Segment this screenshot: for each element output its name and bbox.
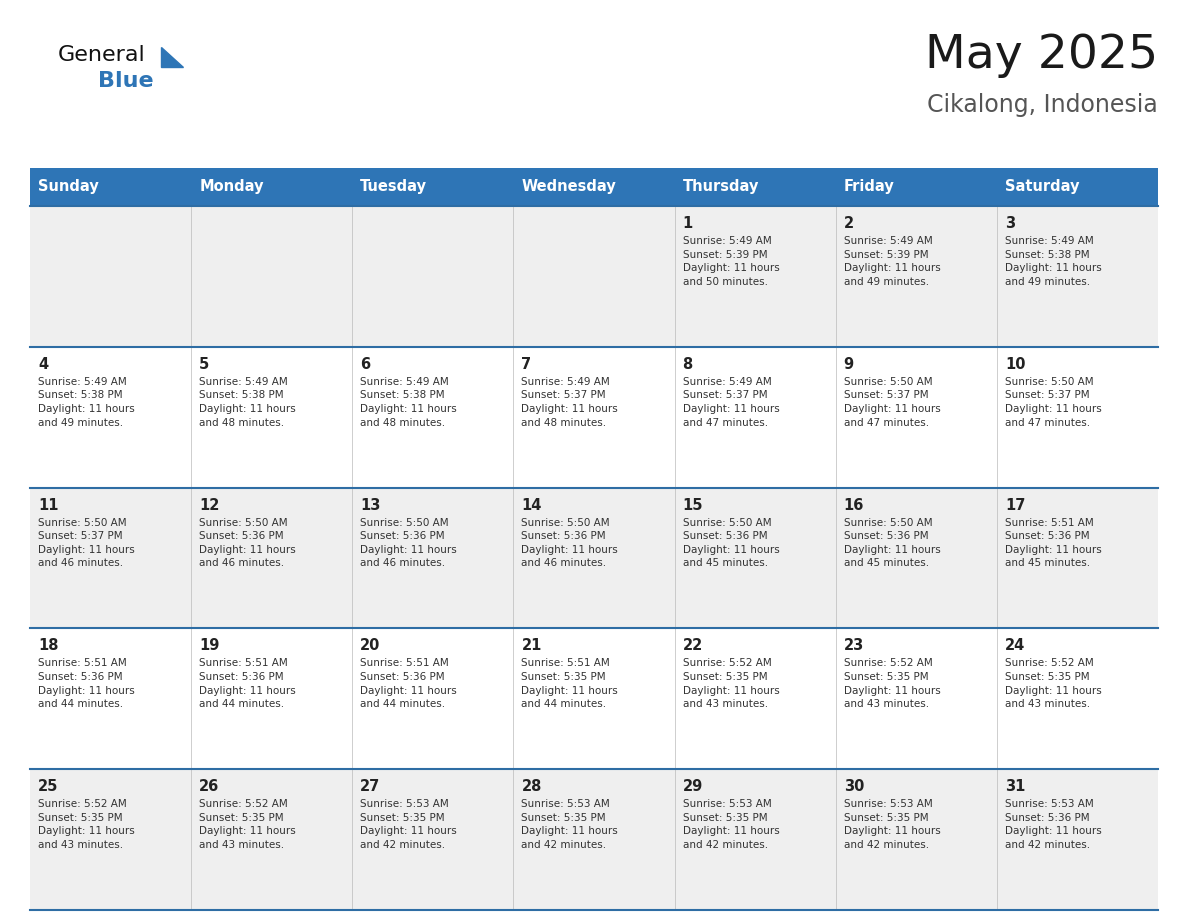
Text: 20: 20: [360, 638, 380, 654]
Text: 19: 19: [200, 638, 220, 654]
Text: 15: 15: [683, 498, 703, 512]
Text: 22: 22: [683, 638, 703, 654]
Text: 29: 29: [683, 779, 703, 794]
Text: 23: 23: [843, 638, 864, 654]
Text: Sunrise: 5:51 AM
Sunset: 5:35 PM
Daylight: 11 hours
and 44 minutes.: Sunrise: 5:51 AM Sunset: 5:35 PM Dayligh…: [522, 658, 618, 710]
Text: Blue: Blue: [97, 71, 153, 91]
Text: Sunrise: 5:51 AM
Sunset: 5:36 PM
Daylight: 11 hours
and 44 minutes.: Sunrise: 5:51 AM Sunset: 5:36 PM Dayligh…: [38, 658, 134, 710]
Text: Friday: Friday: [843, 180, 895, 195]
Text: 31: 31: [1005, 779, 1025, 794]
Text: Sunrise: 5:50 AM
Sunset: 5:36 PM
Daylight: 11 hours
and 45 minutes.: Sunrise: 5:50 AM Sunset: 5:36 PM Dayligh…: [843, 518, 941, 568]
Text: Sunrise: 5:53 AM
Sunset: 5:35 PM
Daylight: 11 hours
and 42 minutes.: Sunrise: 5:53 AM Sunset: 5:35 PM Dayligh…: [843, 800, 941, 850]
Text: Sunrise: 5:53 AM
Sunset: 5:35 PM
Daylight: 11 hours
and 42 minutes.: Sunrise: 5:53 AM Sunset: 5:35 PM Dayligh…: [522, 800, 618, 850]
Bar: [30, 769, 1158, 910]
Text: Sunrise: 5:49 AM
Sunset: 5:38 PM
Daylight: 11 hours
and 48 minutes.: Sunrise: 5:49 AM Sunset: 5:38 PM Dayligh…: [360, 376, 457, 428]
Text: Sunrise: 5:53 AM
Sunset: 5:36 PM
Daylight: 11 hours
and 42 minutes.: Sunrise: 5:53 AM Sunset: 5:36 PM Dayligh…: [1005, 800, 1101, 850]
Text: 18: 18: [38, 638, 58, 654]
Bar: [30, 347, 1158, 487]
Text: Saturday: Saturday: [1005, 180, 1080, 195]
Text: Tuesday: Tuesday: [360, 180, 428, 195]
Text: Sunrise: 5:53 AM
Sunset: 5:35 PM
Daylight: 11 hours
and 42 minutes.: Sunrise: 5:53 AM Sunset: 5:35 PM Dayligh…: [360, 800, 457, 850]
Bar: [30, 206, 1158, 347]
Text: Sunrise: 5:52 AM
Sunset: 5:35 PM
Daylight: 11 hours
and 43 minutes.: Sunrise: 5:52 AM Sunset: 5:35 PM Dayligh…: [683, 658, 779, 710]
Text: 24: 24: [1005, 638, 1025, 654]
Text: 12: 12: [200, 498, 220, 512]
Text: Sunrise: 5:50 AM
Sunset: 5:36 PM
Daylight: 11 hours
and 46 minutes.: Sunrise: 5:50 AM Sunset: 5:36 PM Dayligh…: [360, 518, 457, 568]
Text: Monday: Monday: [200, 180, 264, 195]
Text: Sunrise: 5:51 AM
Sunset: 5:36 PM
Daylight: 11 hours
and 45 minutes.: Sunrise: 5:51 AM Sunset: 5:36 PM Dayligh…: [1005, 518, 1101, 568]
Text: Sunrise: 5:50 AM
Sunset: 5:36 PM
Daylight: 11 hours
and 46 minutes.: Sunrise: 5:50 AM Sunset: 5:36 PM Dayligh…: [200, 518, 296, 568]
Bar: [30, 487, 1158, 629]
Text: Sunrise: 5:50 AM
Sunset: 5:37 PM
Daylight: 11 hours
and 46 minutes.: Sunrise: 5:50 AM Sunset: 5:37 PM Dayligh…: [38, 518, 134, 568]
Text: 6: 6: [360, 357, 371, 372]
Text: Sunrise: 5:50 AM
Sunset: 5:36 PM
Daylight: 11 hours
and 45 minutes.: Sunrise: 5:50 AM Sunset: 5:36 PM Dayligh…: [683, 518, 779, 568]
Text: Sunrise: 5:49 AM
Sunset: 5:38 PM
Daylight: 11 hours
and 48 minutes.: Sunrise: 5:49 AM Sunset: 5:38 PM Dayligh…: [200, 376, 296, 428]
Bar: [353, 168, 513, 206]
Text: 26: 26: [200, 779, 220, 794]
Text: Sunrise: 5:50 AM
Sunset: 5:37 PM
Daylight: 11 hours
and 47 minutes.: Sunrise: 5:50 AM Sunset: 5:37 PM Dayligh…: [843, 376, 941, 428]
Text: 11: 11: [38, 498, 58, 512]
Text: 4: 4: [38, 357, 49, 372]
Text: Sunrise: 5:52 AM
Sunset: 5:35 PM
Daylight: 11 hours
and 43 minutes.: Sunrise: 5:52 AM Sunset: 5:35 PM Dayligh…: [843, 658, 941, 710]
Text: 2: 2: [843, 216, 854, 231]
Bar: [30, 629, 1158, 769]
Text: 3: 3: [1005, 216, 1015, 231]
Polygon shape: [162, 47, 183, 67]
Text: Sunrise: 5:49 AM
Sunset: 5:39 PM
Daylight: 11 hours
and 50 minutes.: Sunrise: 5:49 AM Sunset: 5:39 PM Dayligh…: [683, 236, 779, 286]
Text: 28: 28: [522, 779, 542, 794]
Text: Wednesday: Wednesday: [522, 180, 617, 195]
Text: Sunday: Sunday: [38, 180, 99, 195]
Text: Cikalong, Indonesia: Cikalong, Indonesia: [928, 93, 1158, 117]
Bar: [191, 168, 353, 206]
Text: 9: 9: [843, 357, 854, 372]
Text: May 2025: May 2025: [925, 32, 1158, 77]
Bar: [997, 168, 1158, 206]
Text: 13: 13: [360, 498, 380, 512]
Bar: [30, 168, 191, 206]
Bar: [835, 168, 997, 206]
Text: 14: 14: [522, 498, 542, 512]
Text: 16: 16: [843, 498, 864, 512]
Text: Sunrise: 5:50 AM
Sunset: 5:37 PM
Daylight: 11 hours
and 47 minutes.: Sunrise: 5:50 AM Sunset: 5:37 PM Dayligh…: [1005, 376, 1101, 428]
Text: Sunrise: 5:51 AM
Sunset: 5:36 PM
Daylight: 11 hours
and 44 minutes.: Sunrise: 5:51 AM Sunset: 5:36 PM Dayligh…: [360, 658, 457, 710]
Bar: [675, 168, 835, 206]
Text: Sunrise: 5:53 AM
Sunset: 5:35 PM
Daylight: 11 hours
and 42 minutes.: Sunrise: 5:53 AM Sunset: 5:35 PM Dayligh…: [683, 800, 779, 850]
Text: Thursday: Thursday: [683, 180, 759, 195]
Text: 21: 21: [522, 638, 542, 654]
Text: 10: 10: [1005, 357, 1025, 372]
Text: Sunrise: 5:52 AM
Sunset: 5:35 PM
Daylight: 11 hours
and 43 minutes.: Sunrise: 5:52 AM Sunset: 5:35 PM Dayligh…: [38, 800, 134, 850]
Text: Sunrise: 5:49 AM
Sunset: 5:37 PM
Daylight: 11 hours
and 48 minutes.: Sunrise: 5:49 AM Sunset: 5:37 PM Dayligh…: [522, 376, 618, 428]
Text: 25: 25: [38, 779, 58, 794]
Text: Sunrise: 5:51 AM
Sunset: 5:36 PM
Daylight: 11 hours
and 44 minutes.: Sunrise: 5:51 AM Sunset: 5:36 PM Dayligh…: [200, 658, 296, 710]
Text: 27: 27: [360, 779, 380, 794]
Text: 17: 17: [1005, 498, 1025, 512]
Text: Sunrise: 5:52 AM
Sunset: 5:35 PM
Daylight: 11 hours
and 43 minutes.: Sunrise: 5:52 AM Sunset: 5:35 PM Dayligh…: [1005, 658, 1101, 710]
Text: 30: 30: [843, 779, 864, 794]
Text: Sunrise: 5:49 AM
Sunset: 5:37 PM
Daylight: 11 hours
and 47 minutes.: Sunrise: 5:49 AM Sunset: 5:37 PM Dayligh…: [683, 376, 779, 428]
Text: Sunrise: 5:50 AM
Sunset: 5:36 PM
Daylight: 11 hours
and 46 minutes.: Sunrise: 5:50 AM Sunset: 5:36 PM Dayligh…: [522, 518, 618, 568]
Bar: [513, 168, 675, 206]
Text: 5: 5: [200, 357, 209, 372]
Text: General: General: [58, 45, 146, 65]
Text: 8: 8: [683, 357, 693, 372]
Text: Sunrise: 5:49 AM
Sunset: 5:38 PM
Daylight: 11 hours
and 49 minutes.: Sunrise: 5:49 AM Sunset: 5:38 PM Dayligh…: [38, 376, 134, 428]
Text: 7: 7: [522, 357, 531, 372]
Text: 1: 1: [683, 216, 693, 231]
Text: Sunrise: 5:49 AM
Sunset: 5:39 PM
Daylight: 11 hours
and 49 minutes.: Sunrise: 5:49 AM Sunset: 5:39 PM Dayligh…: [843, 236, 941, 286]
Text: Sunrise: 5:49 AM
Sunset: 5:38 PM
Daylight: 11 hours
and 49 minutes.: Sunrise: 5:49 AM Sunset: 5:38 PM Dayligh…: [1005, 236, 1101, 286]
Text: Sunrise: 5:52 AM
Sunset: 5:35 PM
Daylight: 11 hours
and 43 minutes.: Sunrise: 5:52 AM Sunset: 5:35 PM Dayligh…: [200, 800, 296, 850]
